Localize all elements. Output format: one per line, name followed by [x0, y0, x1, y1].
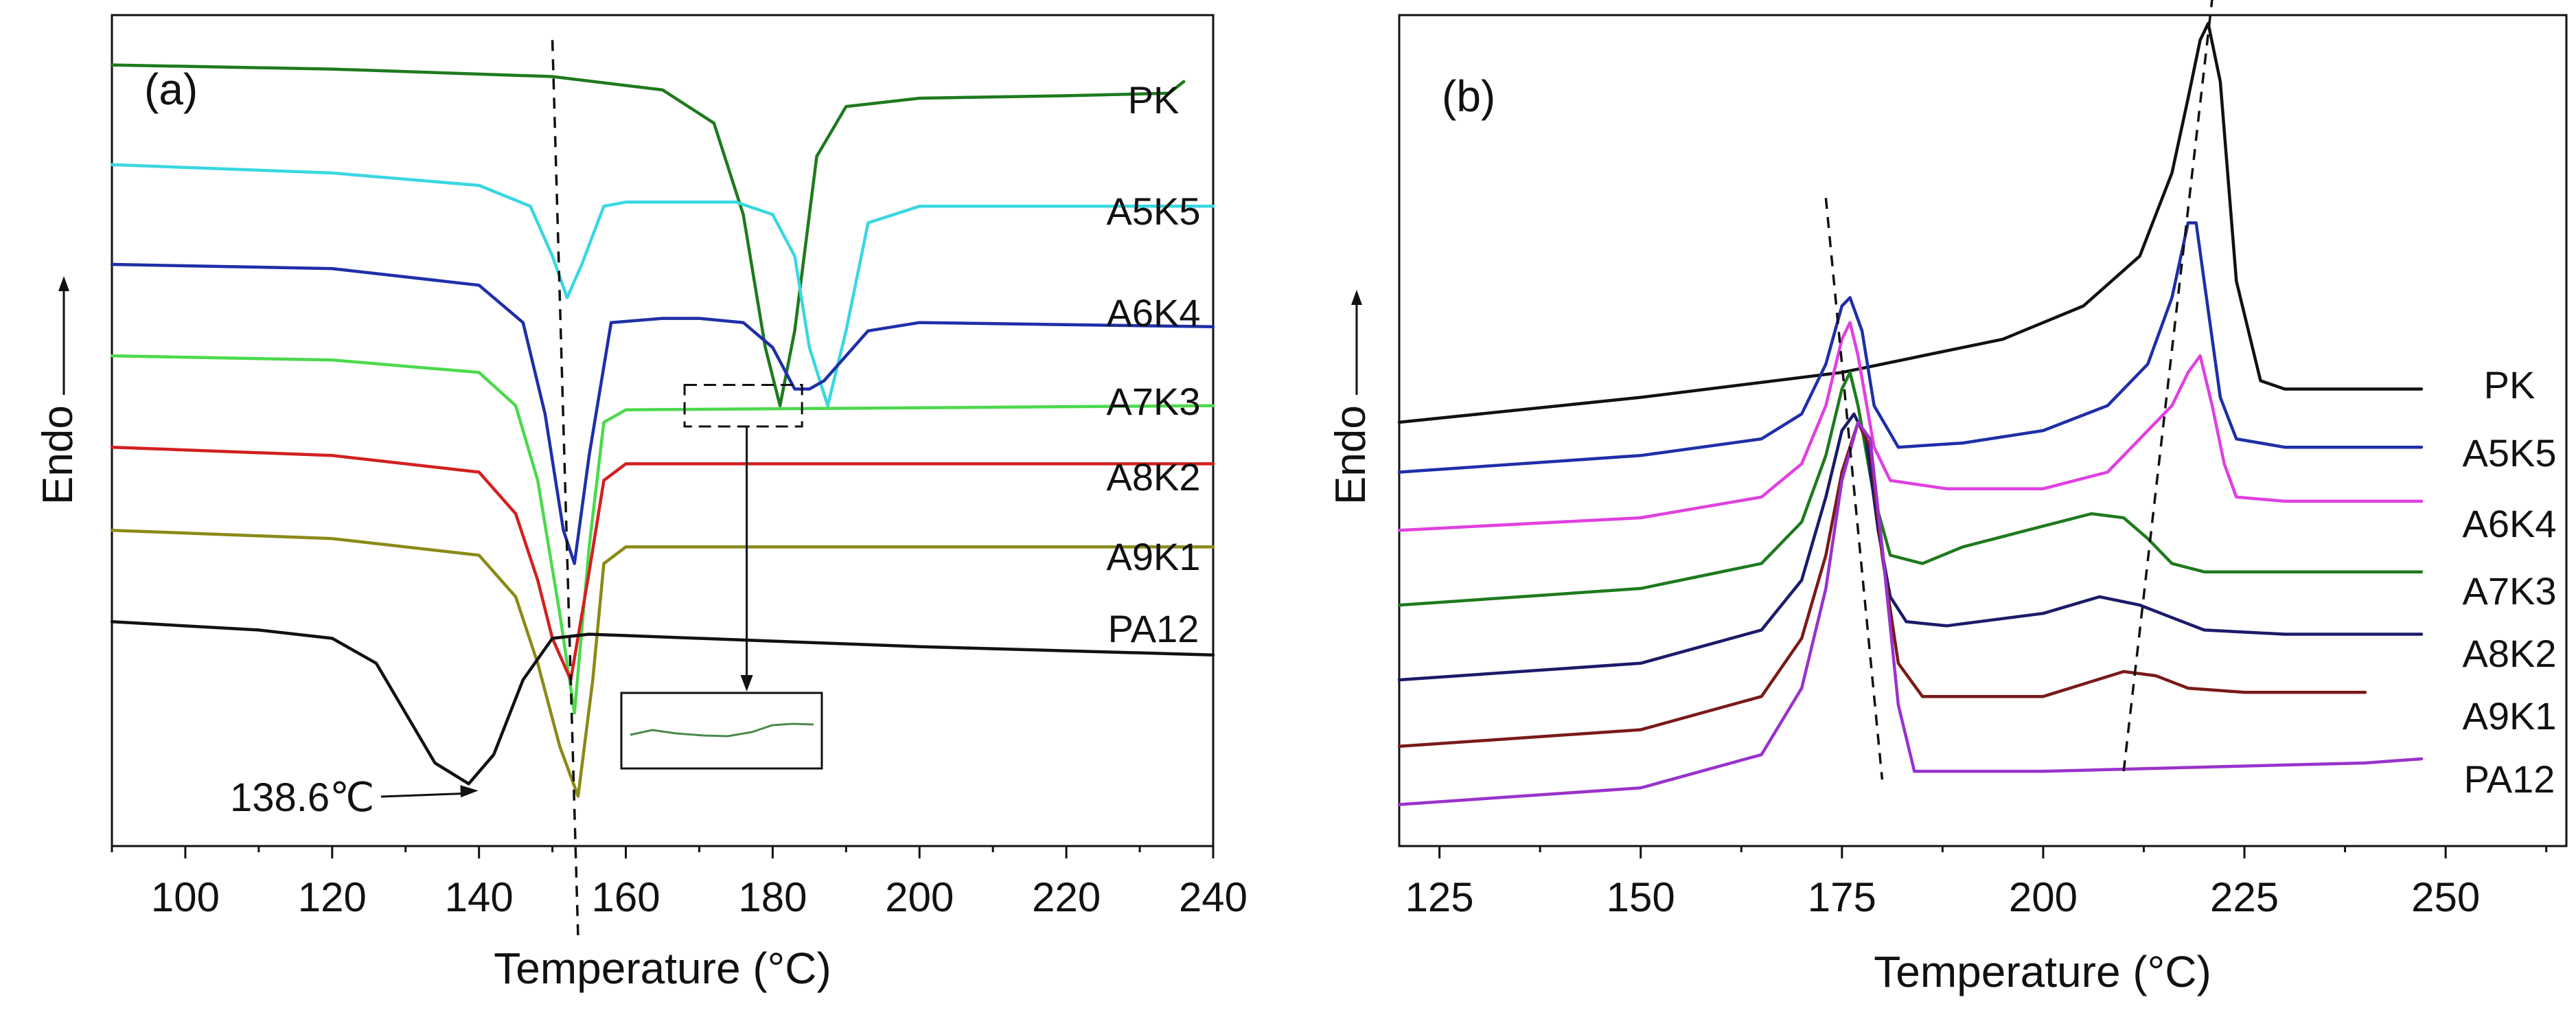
x-tick-label: 160	[591, 874, 660, 920]
x-tick-label: 240	[1179, 874, 1247, 920]
series-line-pa12	[1397, 420, 2424, 806]
x-tick-label: 100	[151, 874, 220, 920]
series-line-a5k5	[110, 163, 1215, 407]
panel-b: (b) Endo Temperature (°C) 125 150 175 200 22…	[1327, 0, 2568, 996]
series-label-a8k2: A8K2	[2463, 632, 2557, 675]
reference-line	[2122, 0, 2213, 772]
panel-a-ylabel-arrow	[58, 276, 69, 395]
series-line-pk	[1397, 21, 2424, 424]
zoom-arrowhead	[740, 675, 753, 692]
series-line-a8k2	[1397, 412, 2424, 682]
series-label-a7k3: A7K3	[2463, 569, 2557, 613]
series-label-a9k1: A9K1	[1107, 535, 1201, 578]
x-tick-label: 125	[1405, 874, 1474, 920]
x-tick-label: 175	[1808, 874, 1876, 920]
series-line-a7k3	[1397, 371, 2424, 607]
series-label-a7k3: A7K3	[1107, 380, 1201, 423]
series-line-pk	[110, 63, 1186, 407]
series-label-pk: PK	[2484, 363, 2535, 407]
panel-a-zoom-annotation	[620, 383, 823, 770]
series-line-a7k3	[110, 354, 1215, 715]
reference-line	[1824, 198, 1884, 780]
reference-line	[551, 40, 579, 938]
series-line-a9k1	[110, 528, 1215, 798]
series-line-a8k2	[110, 445, 1215, 682]
zoom-box	[683, 383, 803, 428]
panel-b-reference-lines	[1824, 0, 2213, 780]
panel-b-xlabel: Temperature (°C)	[1874, 947, 2211, 996]
x-tick-label: 250	[2411, 874, 2480, 920]
x-tick-label: 200	[2009, 874, 2078, 920]
series-line-a6k4	[1397, 321, 2424, 532]
peak-arrowhead	[460, 785, 479, 798]
panel-a-peak-annotation: 138.6℃	[230, 775, 479, 820]
series-label-pk: PK	[1128, 78, 1180, 122]
zoom-inset-trace	[630, 722, 814, 738]
panel-a-ylabel: Endo	[34, 405, 82, 505]
panel-a-series-labels: PK A5K5 A6K4 A7K3 A8K2 A9K1 PA12	[1107, 78, 1201, 650]
panel-a-label: (a)	[144, 65, 198, 114]
x-tick-label: 140	[445, 874, 514, 920]
panel-a: (a) Endo Temperature (°C) 100 120 140 160 18…	[34, 14, 1247, 993]
series-label-a5k5: A5K5	[1107, 190, 1201, 233]
series-line-a5k5	[1397, 221, 2424, 474]
series-label-a9k1: A9K1	[2463, 694, 2557, 738]
peak-arrow	[380, 792, 469, 798]
series-label-a5k5: A5K5	[2463, 431, 2557, 475]
panel-a-xlabel: Temperature (°C)	[494, 944, 831, 993]
series-line-pa12	[110, 620, 1215, 786]
panel-b-frame	[1398, 14, 2568, 847]
series-label-pa12: PA12	[2464, 757, 2555, 801]
x-tick-label: 225	[2210, 874, 2279, 920]
panel-b-ylabel: Endo	[1327, 405, 1375, 505]
series-label-a8k2: A8K2	[1107, 455, 1201, 499]
series-line-a6k4	[110, 262, 1215, 565]
x-tick-label: 120	[298, 874, 367, 920]
panel-b-series	[1397, 21, 2424, 806]
panel-a-x-ticks: 100 120 140 160 180 200 220 240	[111, 846, 1247, 920]
panel-a-frame	[111, 14, 1215, 847]
panel-a-series	[110, 63, 1215, 798]
series-label-a6k4: A6K4	[1107, 291, 1201, 334]
series-line-a9k1	[1397, 420, 2367, 749]
panel-b-ylabel-arrow	[1351, 290, 1362, 395]
panel-b-label: (b)	[1442, 71, 1495, 121]
panel-a-reference-lines	[551, 40, 579, 938]
panel-b-series-labels: PK A5K5 A6K4 A7K3 A8K2 A9K1 PA12	[2463, 363, 2557, 801]
x-tick-label: 220	[1032, 874, 1101, 920]
x-tick-label: 180	[738, 874, 807, 920]
x-tick-label: 150	[1607, 874, 1675, 920]
series-label-a6k4: A6K4	[2463, 502, 2557, 545]
x-tick-label: 200	[885, 874, 954, 920]
panel-b-x-ticks: 125 150 175 200 225 250	[1405, 846, 2548, 920]
series-label-pa12: PA12	[1108, 607, 1199, 650]
peak-label: 138.6℃	[230, 775, 374, 820]
